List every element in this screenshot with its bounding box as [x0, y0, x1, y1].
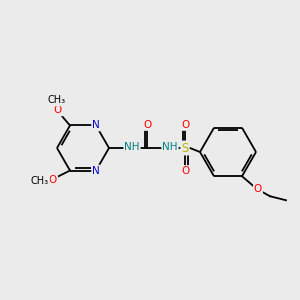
Text: O: O	[181, 166, 189, 176]
Text: O: O	[143, 120, 151, 130]
Text: N: N	[92, 121, 100, 130]
Text: NH: NH	[162, 142, 178, 152]
Text: CH₃: CH₃	[31, 176, 49, 185]
Text: O: O	[181, 120, 189, 130]
Text: S: S	[181, 142, 189, 154]
Text: O: O	[49, 175, 57, 184]
Text: NH: NH	[124, 142, 140, 152]
Text: O: O	[254, 184, 262, 194]
Text: CH₃: CH₃	[48, 95, 66, 106]
Text: O: O	[54, 106, 62, 116]
Text: N: N	[92, 166, 100, 176]
